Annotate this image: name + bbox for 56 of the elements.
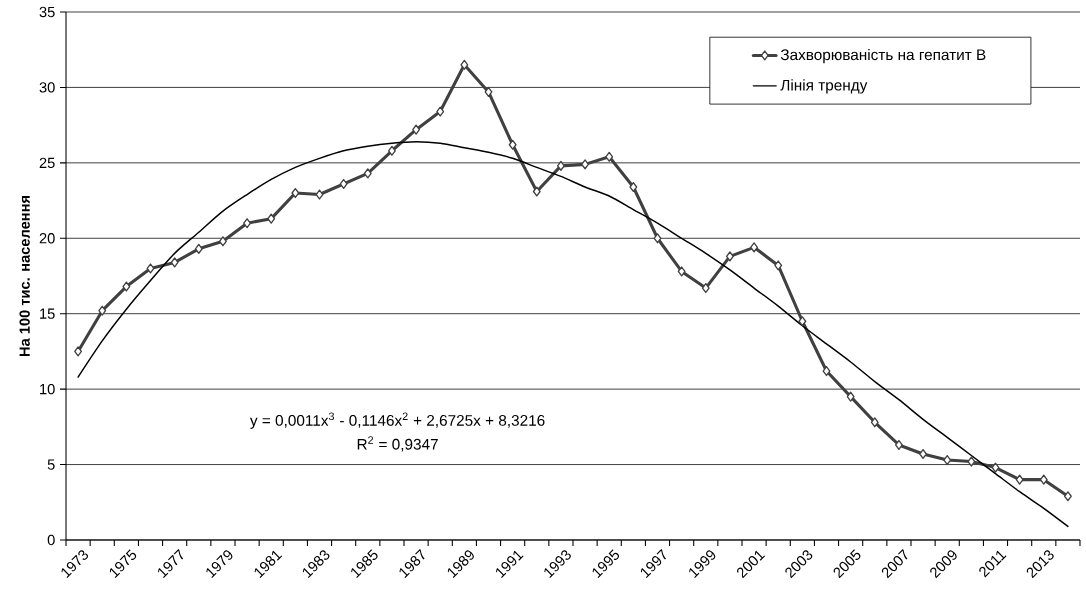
y-tick-label: 10 [40, 383, 55, 395]
point [1039, 474, 1048, 485]
point [556, 160, 565, 171]
y-tick-label: 20 [39, 233, 55, 244]
point [122, 281, 131, 292]
point [484, 86, 493, 98]
point [1015, 474, 1024, 485]
point [967, 456, 976, 467]
point [532, 186, 541, 197]
point [218, 236, 227, 247]
point [436, 106, 445, 117]
y-tick-label: 25 [39, 157, 55, 169]
y-tick-label: 30 [39, 82, 55, 93]
point [653, 233, 662, 244]
point [267, 213, 276, 224]
annotation: R$^{2}$ = 0,9347 [357, 436, 438, 452]
point [725, 251, 734, 262]
y-axis-title: На 100 тис. населення [19, 195, 30, 357]
point [919, 448, 928, 460]
y-tick-label: 35 [39, 6, 55, 18]
point [194, 243, 203, 254]
point [460, 59, 469, 70]
y-tick-label: 5 [47, 459, 55, 470]
point [581, 159, 590, 170]
point [894, 439, 903, 451]
y-tick-label: 0 [47, 534, 55, 546]
legend-label: Лінія тренду [780, 79, 868, 94]
point [146, 263, 155, 274]
point [798, 316, 807, 327]
point [291, 187, 300, 199]
point [387, 145, 396, 156]
point [629, 181, 638, 193]
point [315, 189, 324, 200]
point [508, 139, 517, 150]
point [943, 454, 952, 466]
point [363, 168, 372, 179]
point [677, 266, 686, 277]
point [846, 391, 855, 402]
point [339, 178, 348, 190]
annotation: y = 0,0011x$^{3}$ - 0,1146x$^{2}$ + 2,6725x + 8,3216 [249, 412, 545, 429]
point [412, 124, 421, 135]
point [74, 346, 83, 357]
point [98, 305, 107, 316]
point [1063, 491, 1072, 502]
point [822, 365, 831, 377]
y-tick-label: 15 [40, 308, 55, 319]
point [170, 257, 179, 268]
point [243, 218, 252, 229]
point [701, 282, 710, 294]
point [774, 260, 783, 271]
legend-label: Захворюваність на гепатит В [780, 48, 986, 64]
point [605, 151, 614, 162]
point [870, 417, 879, 428]
point [750, 242, 759, 253]
line-series [77, 140, 1069, 528]
point [991, 462, 1000, 473]
